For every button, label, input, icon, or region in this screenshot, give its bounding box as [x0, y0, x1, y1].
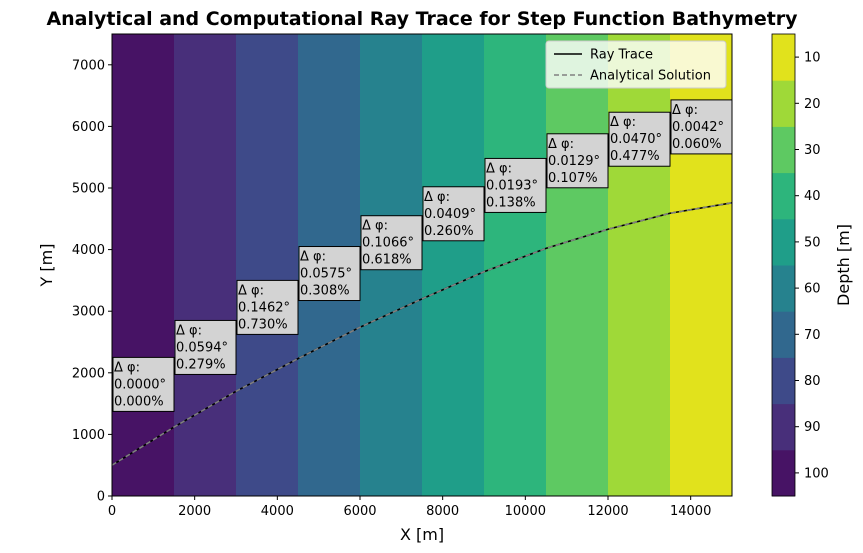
colorbar-tick-label: 20	[804, 97, 821, 112]
annotation-box	[112, 356, 175, 412]
annotation-text: 0.477%	[610, 149, 660, 164]
annotation-text: 0.308%	[300, 284, 350, 299]
depth-band	[484, 34, 547, 496]
x-tick-label: 6000	[343, 504, 376, 519]
x-tick-label: 12000	[587, 504, 628, 519]
y-tick-label: 4000	[72, 243, 105, 258]
y-tick-label: 0	[97, 490, 105, 505]
colorbar-label: Depth [m]	[834, 224, 853, 306]
annotation-text: 0.107%	[548, 171, 598, 186]
y-axis-ticks: 0 1000 2000 3000 4000 5000 6000 7000	[72, 58, 112, 505]
colorbar-tick-label: 30	[804, 143, 821, 158]
colorbar-level	[772, 218, 795, 266]
depth-band	[546, 34, 609, 496]
x-axis-ticks: 0 2000 4000 6000 8000 10000 12000 14000	[108, 496, 711, 519]
annotation-text: Δ φ:	[114, 360, 140, 375]
legend-label: Analytical Solution	[590, 69, 711, 84]
depth-band	[174, 34, 237, 496]
annotation-text: Δ φ:	[672, 103, 698, 118]
legend: Ray Trace Analytical Solution	[545, 40, 727, 89]
annotation-text: 0.0409°	[424, 207, 476, 222]
annotation-text: 0.0575°	[300, 267, 352, 282]
annotation-text: Δ φ:	[362, 219, 388, 234]
colorbar-tick-label: 80	[804, 374, 821, 389]
series-line	[111, 201, 733, 466]
colorbar-level	[772, 126, 795, 174]
annotation-text: 0.060%	[672, 137, 722, 152]
colorbar-frame	[771, 33, 796, 497]
depth-band	[236, 34, 299, 496]
annotation-box	[422, 186, 485, 242]
colorbar-tick-label: 50	[804, 235, 821, 250]
annotation-box	[484, 157, 547, 213]
annotation-text: 0.138%	[486, 195, 536, 210]
colorbar-tick-label: 10	[804, 51, 821, 66]
annotation-box	[174, 319, 237, 375]
depth-band	[608, 34, 671, 496]
chart-title: Analytical and Computational Ray Trace f…	[46, 8, 798, 30]
depth-band	[422, 34, 485, 496]
colorbar: 10 20 30 40 50 60 70 80 90 100	[771, 33, 829, 497]
colorbar-level	[772, 265, 795, 312]
legend-box	[545, 40, 727, 89]
annotation-box	[298, 246, 361, 302]
annotation-text: 0.279%	[176, 357, 226, 372]
x-tick-label: 4000	[261, 504, 294, 519]
plot-frame	[111, 33, 733, 497]
annotation-text: Δ φ:	[300, 250, 326, 265]
x-tick-label: 0	[108, 504, 116, 519]
colorbar-level	[772, 172, 795, 220]
depth-band	[112, 34, 175, 496]
annotation-text: Δ φ:	[424, 190, 450, 205]
annotation-text: 0.618%	[362, 253, 412, 268]
x-tick-label: 14000	[670, 504, 711, 519]
y-axis-label: Y [m]	[37, 244, 56, 288]
colorbar-tick-label: 40	[804, 189, 821, 204]
legend-label: Ray Trace	[590, 48, 653, 63]
y-tick-label: 1000	[72, 428, 105, 443]
y-tick-label: 7000	[72, 58, 105, 73]
annotation-text: 0.000%	[114, 394, 164, 409]
annotation-text: 0.0470°	[610, 132, 662, 147]
colorbar-tick-label: 70	[804, 328, 821, 343]
annotation-box	[360, 215, 423, 271]
colorbar-tick-label: 100	[804, 466, 829, 481]
series-layer	[111, 201, 733, 466]
x-axis-label: X [m]	[400, 525, 444, 544]
annotation-text: 0.730%	[238, 317, 288, 332]
x-tick-label: 2000	[178, 504, 211, 519]
annotation-text: 0.0129°	[548, 154, 600, 169]
annotation-box	[236, 279, 299, 335]
y-tick-label: 5000	[72, 182, 105, 197]
annotation-text: 0.0000°	[114, 377, 166, 392]
x-tick-label: 8000	[426, 504, 459, 519]
y-tick-label: 6000	[72, 120, 105, 135]
annotation-box	[546, 133, 609, 189]
colorbar-level	[772, 311, 795, 358]
colorbar-level	[772, 34, 795, 81]
colorbar-level	[772, 357, 795, 405]
annotation-text: 0.0042°	[672, 120, 724, 135]
colorbar-tick-label: 90	[804, 420, 821, 435]
annotations: Δ φ: 0.0000° 0.000% Δ φ: 0.0594° 0.279% Δ φ: 0.…	[112, 99, 733, 412]
annotation-text: 0.1066°	[362, 236, 414, 251]
colorbar-level	[772, 80, 795, 127]
x-tick-label: 10000	[505, 504, 546, 519]
annotation-text: 0.1462°	[238, 300, 290, 315]
annotation-text: 0.0193°	[486, 178, 538, 193]
annotation-text: 0.0594°	[176, 340, 228, 355]
y-tick-label: 2000	[72, 366, 105, 381]
colorbar-level	[772, 449, 795, 497]
annotation-text: Δ φ:	[610, 115, 636, 130]
annotation-text: Δ φ:	[176, 323, 202, 338]
y-tick-label: 3000	[72, 305, 105, 320]
annotation-box	[608, 111, 671, 167]
annotation-text: Δ φ:	[548, 137, 574, 152]
colorbar-level	[772, 403, 795, 451]
annotation-text: Δ φ:	[238, 283, 264, 298]
annotation-text: 0.260%	[424, 224, 474, 239]
annotation-text: Δ φ:	[486, 161, 512, 176]
colorbar-tick-label: 60	[804, 282, 821, 297]
